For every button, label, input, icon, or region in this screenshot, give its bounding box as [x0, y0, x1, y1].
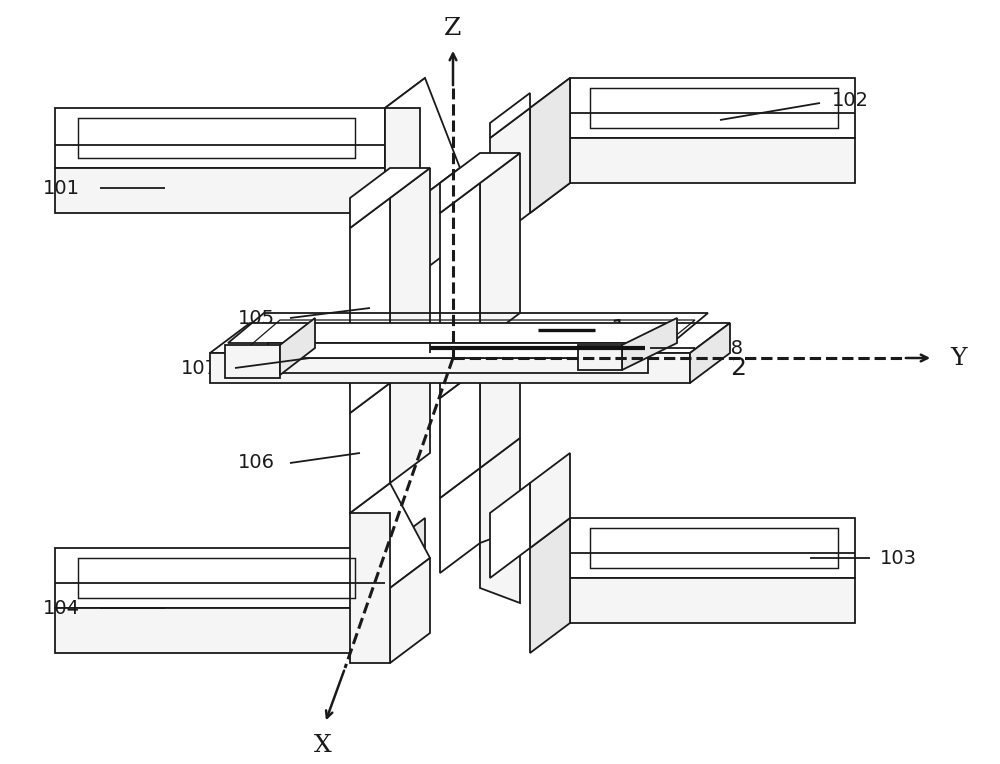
- Text: 102: 102: [832, 90, 869, 109]
- Text: X: X: [314, 734, 332, 757]
- Polygon shape: [570, 578, 855, 623]
- Polygon shape: [490, 93, 530, 138]
- Polygon shape: [570, 518, 855, 578]
- Text: 101: 101: [43, 179, 80, 198]
- Polygon shape: [690, 323, 730, 383]
- Polygon shape: [530, 518, 570, 653]
- Polygon shape: [55, 548, 385, 608]
- Text: 104: 104: [43, 598, 80, 617]
- Polygon shape: [440, 153, 520, 213]
- Polygon shape: [578, 345, 622, 370]
- Polygon shape: [440, 368, 480, 498]
- Text: Y: Y: [950, 347, 966, 370]
- Polygon shape: [55, 608, 385, 653]
- Text: Z: Z: [444, 17, 462, 40]
- Polygon shape: [385, 78, 460, 198]
- Polygon shape: [440, 183, 480, 373]
- Polygon shape: [268, 358, 648, 373]
- Polygon shape: [225, 345, 280, 378]
- Polygon shape: [622, 318, 677, 370]
- Text: 1: 1: [610, 318, 626, 342]
- Polygon shape: [385, 78, 425, 213]
- Polygon shape: [385, 518, 425, 653]
- Polygon shape: [280, 318, 315, 375]
- Polygon shape: [350, 383, 390, 513]
- Polygon shape: [480, 338, 520, 468]
- Polygon shape: [210, 323, 730, 353]
- Polygon shape: [390, 558, 430, 663]
- Polygon shape: [490, 483, 530, 578]
- Polygon shape: [530, 78, 570, 213]
- Polygon shape: [480, 438, 520, 558]
- Polygon shape: [55, 168, 385, 213]
- Polygon shape: [350, 353, 430, 413]
- Polygon shape: [480, 528, 520, 603]
- Polygon shape: [420, 168, 460, 273]
- Polygon shape: [350, 483, 430, 588]
- Text: 107: 107: [181, 358, 218, 377]
- Polygon shape: [350, 198, 390, 388]
- Polygon shape: [530, 78, 570, 213]
- Polygon shape: [350, 513, 390, 663]
- Polygon shape: [390, 168, 430, 358]
- Polygon shape: [440, 338, 520, 398]
- Polygon shape: [385, 108, 420, 273]
- Polygon shape: [480, 153, 520, 343]
- Polygon shape: [490, 108, 530, 243]
- Text: 105: 105: [238, 309, 275, 328]
- Text: 108: 108: [707, 338, 744, 358]
- Text: 103: 103: [880, 549, 917, 568]
- Polygon shape: [530, 453, 570, 548]
- Polygon shape: [570, 78, 855, 138]
- Text: 2: 2: [730, 356, 746, 380]
- Text: 106: 106: [238, 452, 275, 471]
- Polygon shape: [570, 138, 855, 183]
- Polygon shape: [350, 168, 430, 228]
- Polygon shape: [268, 343, 648, 358]
- Polygon shape: [390, 353, 430, 483]
- Polygon shape: [210, 353, 690, 383]
- Polygon shape: [440, 468, 480, 573]
- Polygon shape: [55, 108, 385, 168]
